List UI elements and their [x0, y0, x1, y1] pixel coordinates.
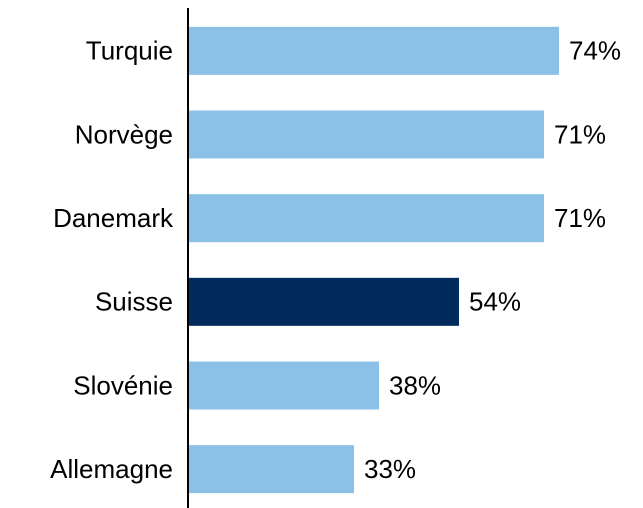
value-label: 71%	[554, 119, 606, 149]
value-label: 33%	[364, 454, 416, 484]
bar	[189, 26, 559, 75]
bar	[189, 194, 544, 243]
category-label: Turquie	[86, 36, 173, 66]
value-label: 74%	[569, 36, 621, 66]
bar	[189, 110, 544, 159]
bar	[189, 277, 459, 326]
value-label: 54%	[469, 287, 521, 317]
category-label: Slovénie	[73, 370, 173, 400]
category-label: Danemark	[53, 203, 174, 233]
bar	[189, 445, 354, 494]
category-label: Suisse	[95, 287, 173, 317]
value-label: 71%	[554, 203, 606, 233]
category-label: Allemagne	[50, 454, 173, 484]
bar	[189, 361, 379, 410]
category-label: Norvège	[75, 119, 173, 149]
value-label: 38%	[389, 370, 441, 400]
